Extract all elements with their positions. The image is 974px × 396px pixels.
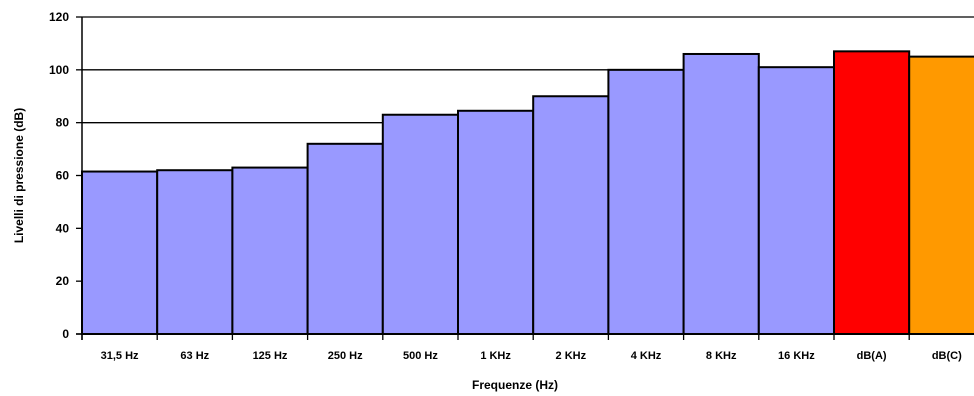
x-tick-label-16-khz: 16 KHz [778,350,815,362]
bar-2-khz [532,95,610,335]
x-tick-label-63-hz: 63 Hz [180,350,209,362]
y-tick-label-120: 120 [49,10,69,24]
bar-4-khz [607,68,685,335]
x-tick-label-125-hz: 125 Hz [253,350,288,362]
bar-31-5-hz [81,170,159,335]
y-axis-title: Livelli di pressione (dB) [12,108,26,243]
bar-500-hz [381,113,459,335]
y-tick-label-0: 0 [62,327,69,341]
x-tick-label-2-khz: 2 KHz [556,350,587,362]
x-tick-label-8-khz: 8 KHz [706,350,737,362]
x-tick-label-1-khz: 1 KHz [480,350,511,362]
bar-1-khz [457,109,535,336]
x-tick-label-31-5-hz: 31,5 Hz [101,350,139,362]
y-tick-label-100: 100 [49,63,69,77]
bar-250-hz [306,142,384,335]
bar-db-a- [833,50,911,335]
x-tick-labels: 31,5 Hz 63 Hz 125 Hz 250 Hz 500 Hz 1 KHz 2 KHz… [101,350,962,362]
axes [76,16,974,340]
bars [81,50,974,336]
x-axis-title: Frequenze (Hz) [472,378,558,392]
y-tick-label-40: 40 [56,221,70,235]
x-tick-label-db-a-: dB(A) [857,350,887,362]
bar-8-khz [682,52,760,335]
y-tick-labels: 0 20 40 60 80 100 120 [49,10,69,341]
x-tick-label-4-khz: 4 KHz [631,350,662,362]
y-tick-label-80: 80 [56,116,70,130]
bar-63-hz [156,169,234,335]
x-tick-label-db-c-: dB(C) [932,350,962,362]
bar-125-hz [231,166,309,335]
x-tick-label-250-hz: 250 Hz [328,350,363,362]
y-tick-label-60: 60 [56,169,70,183]
x-tick-label-500-hz: 500 Hz [403,350,438,362]
bar-db-c- [908,55,974,335]
y-tick-label-20: 20 [56,274,70,288]
bar-16-khz [757,66,835,335]
